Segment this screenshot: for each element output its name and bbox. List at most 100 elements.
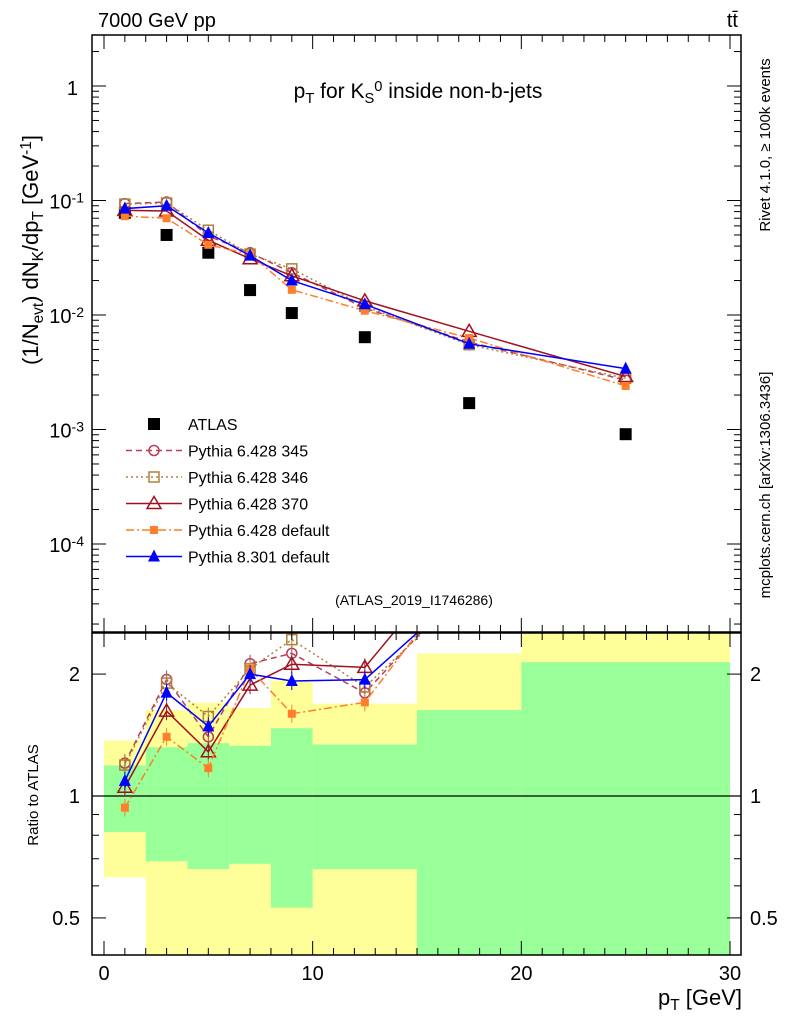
analysis-id: (ATLAS_2019_I1746286)	[335, 592, 493, 608]
ratio-point-pythia-8-301-default	[160, 685, 173, 698]
legend-item-pythia-6-428-370: Pythia 6.428 370	[126, 495, 308, 514]
legend-marker	[148, 549, 160, 562]
data-point-pythia-6-428-default	[162, 214, 171, 223]
ratio-point-pythia-6-428-default	[162, 732, 171, 741]
legend-marker	[148, 444, 160, 457]
data-point-pythia-8-301-default	[244, 248, 257, 261]
legend-label: Pythia 6.428 345	[188, 444, 308, 461]
y-tick-label: 10-1	[49, 189, 84, 213]
legend-label: Pythia 6.428 370	[188, 497, 308, 514]
data-point-atlas	[619, 428, 632, 441]
data-point-atlas	[463, 397, 476, 410]
x-tick-label: 30	[719, 963, 741, 985]
legend-item-pythia-6-428-346: Pythia 6.428 346	[126, 470, 308, 487]
ratio-line-pythia-8-301-default	[124, 633, 419, 782]
x-tick-label: 10	[302, 963, 324, 985]
rivet-version-label: Rivet 4.1.0, ≥ 100k events	[757, 58, 774, 231]
ratio-stat-band	[229, 745, 271, 864]
ratio-point-pythia-8-301-default	[118, 773, 131, 786]
series-line-pythia-8-301-default	[124, 204, 626, 370]
ratio-y-tick-label-right: 2	[750, 664, 761, 686]
legend-marker	[150, 526, 158, 534]
ratio-point-pythia-6-428-370	[241, 676, 259, 691]
data-point-pythia-6-428-default	[360, 306, 369, 315]
ratio-point-pythia-6-428-370	[619, 585, 633, 597]
ratio-point-pythia-8-301-default	[202, 719, 215, 732]
legend-label: Pythia 6.428 346	[188, 470, 308, 487]
y-tick-label: 10-3	[49, 418, 84, 442]
data-point-atlas	[160, 228, 173, 241]
ratio-line-pythia-6-428-370	[124, 633, 395, 788]
ratio-point-pythia-6-428-345	[464, 575, 474, 585]
legend-marker	[148, 418, 160, 430]
ratio-point-pythia-6-428-default	[204, 764, 213, 773]
ratio-line-pythia-6-428-default	[124, 633, 419, 809]
ratio-point-pythia-6-428-default	[465, 562, 473, 570]
data-point-pythia-8-301-default	[463, 336, 476, 349]
header-energy: 7000 GeV pp	[98, 10, 216, 32]
series-line-pythia-6-428-346	[124, 202, 626, 380]
data-point-pythia-8-301-default	[118, 201, 131, 214]
ratio-point-pythia-8-301-default	[358, 672, 371, 685]
legend-marker	[148, 471, 160, 483]
series-line-pythia-6-428-345	[124, 201, 626, 381]
data-point-pythia-6-428-default	[287, 285, 296, 294]
x-axis-label: pT [GeV]	[658, 985, 742, 1014]
ratio-point-pythia-8-301-default	[244, 667, 257, 680]
series-pythia-6-428-default	[120, 212, 630, 390]
data-point-pythia-6-428-370	[617, 368, 634, 383]
ratio-y-tick-label: 0.5	[52, 908, 80, 930]
ratio-point-pythia-6-428-default	[287, 709, 296, 718]
legend-label: Pythia 8.301 default	[188, 550, 330, 567]
series-line-pythia-6-428-370	[124, 209, 626, 378]
ratio-stat-band	[270, 728, 313, 908]
data-point-atlas	[244, 284, 257, 297]
ratio-point-pythia-8-301-default	[285, 673, 298, 686]
ratio-y-tick-label: 1	[69, 786, 80, 808]
data-point-pythia-6-428-default	[621, 381, 630, 390]
ratio-point-pythia-6-428-346	[119, 759, 131, 771]
ratio-y-axis-label: Ratio to ATLAS	[25, 744, 42, 845]
data-point-atlas	[285, 307, 298, 320]
x-tick-label: 0	[98, 963, 109, 985]
data-point-atlas	[358, 331, 371, 344]
ratio-point-pythia-6-428-370	[462, 535, 476, 547]
data-point-pythia-8-301-default	[619, 361, 632, 374]
series-atlas	[118, 206, 632, 441]
ratio-y-tick-label-right: 0.5	[750, 908, 778, 930]
series-pythia-8-301-default	[118, 198, 632, 374]
y-axis-label: (1/Nevt) dNK/dpT [GeV-1]	[18, 135, 47, 365]
ratio-point-pythia-6-428-370	[158, 702, 175, 717]
ratio-stat-band	[145, 747, 188, 862]
ratio-point-pythia-6-428-default	[120, 803, 129, 812]
ratio-point-pythia-6-428-370	[200, 743, 217, 758]
legend-marker	[145, 495, 163, 510]
ratio-y-tick-label: 2	[69, 664, 80, 686]
data-point-pythia-6-428-default	[120, 212, 129, 221]
y-tick-label: 10-2	[49, 304, 84, 328]
data-point-pythia-6-428-default	[204, 240, 213, 249]
y-tick-label: 1	[67, 78, 78, 100]
ratio-point-pythia-6-428-345	[621, 600, 631, 610]
data-point-pythia-8-301-default	[202, 226, 215, 239]
ratio-point-pythia-8-301-default	[463, 579, 475, 591]
header-process: tt̄	[727, 10, 739, 32]
series-pythia-6-428-370	[116, 201, 634, 383]
series-line-pythia-6-428-default	[124, 215, 626, 387]
mcplots-label: mcplots.cern.ch [arXiv:1306.3436]	[757, 372, 774, 599]
legend-item-pythia-8-301-default: Pythia 8.301 default	[126, 549, 330, 567]
ratio-series-pythia-8-301-default	[118, 557, 632, 790]
main-frame	[91, 34, 742, 633]
ratio-point-pythia-6-428-370	[283, 655, 301, 670]
legend-label: Pythia 6.428 default	[188, 523, 330, 540]
ratio-point-pythia-6-428-default	[360, 698, 369, 707]
ratio-stat-band	[417, 710, 522, 955]
ratio-point-pythia-6-428-370	[116, 778, 134, 793]
legend-item-pythia-6-428-345: Pythia 6.428 345	[126, 444, 308, 461]
ratio-point-pythia-8-301-default	[620, 557, 632, 569]
chart-title: pT for KS0 inside non-b-jets	[294, 79, 543, 106]
ratio-point-pythia-6-428-346	[621, 593, 631, 603]
data-point-atlas	[202, 246, 215, 259]
data-point-pythia-8-301-default	[160, 198, 173, 211]
